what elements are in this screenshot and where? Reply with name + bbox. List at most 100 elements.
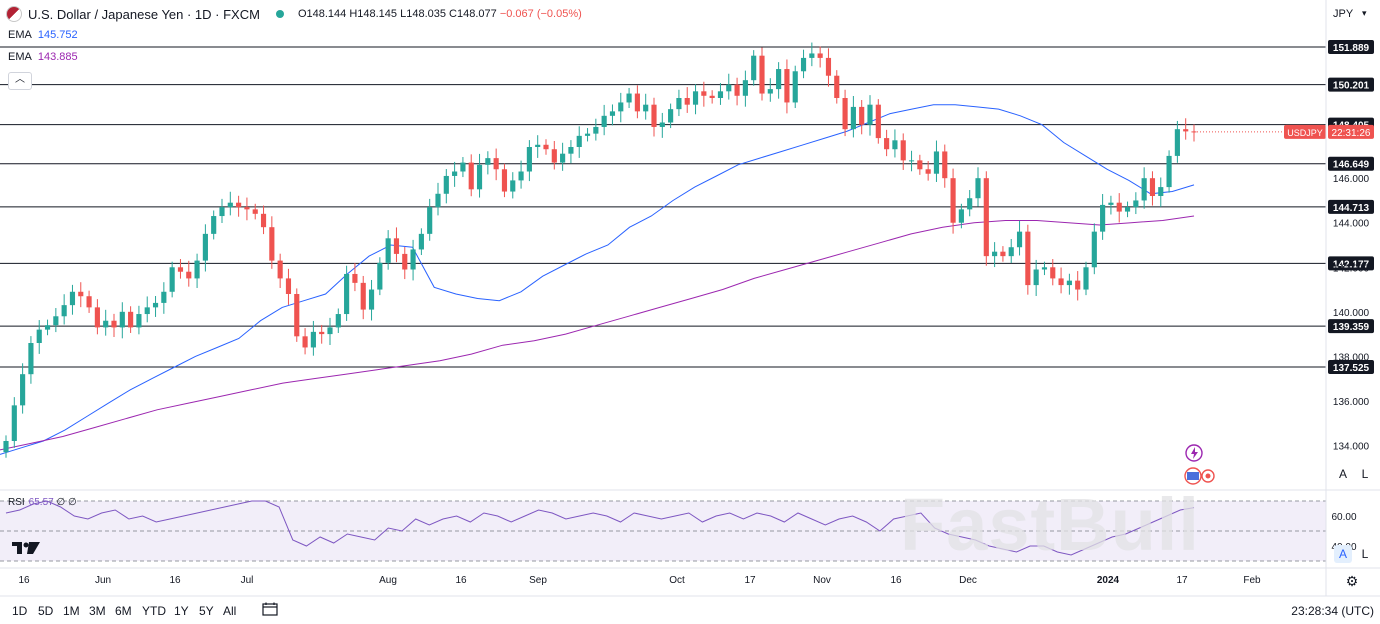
candle-body <box>460 162 466 172</box>
symbol-header[interactable]: U.S. Dollar / Japanese Yen · 1D · FXCM O… <box>6 6 582 22</box>
candle-body <box>958 209 964 223</box>
ema-slow-legend[interactable]: EMA 143.885 <box>8 51 78 63</box>
y-tick-label: 146.000 <box>1333 174 1370 185</box>
candle-body <box>692 91 699 105</box>
timeframe-3m[interactable]: 3M <box>89 604 106 618</box>
timeframe-ytd[interactable]: YTD <box>142 604 166 618</box>
candle-body <box>634 93 640 112</box>
candle-body <box>825 57 832 76</box>
candle-body <box>551 149 557 163</box>
chevron-down-icon[interactable]: ▾ <box>1362 8 1367 18</box>
candle-body <box>751 55 757 81</box>
y-tick-label: 134.000 <box>1333 441 1370 452</box>
candle-body <box>236 202 242 208</box>
candle-body <box>418 233 424 250</box>
candle-body <box>884 138 890 150</box>
timeframe-5y[interactable]: 5Y <box>199 604 214 618</box>
candle-body <box>36 329 42 343</box>
rsi-pane: 60.0040.00 <box>0 500 1357 562</box>
calendar-icon[interactable] <box>262 602 278 616</box>
candle-body <box>128 311 134 328</box>
rsi-log-scale-button[interactable]: L <box>1361 547 1369 561</box>
candle-body <box>152 302 159 308</box>
time-axis: 16 Jun 16 Jul Aug 16 Sep Oct 17 Nov 16 Dec 2024 17 Feb <box>18 575 1261 586</box>
candle-body <box>983 178 989 257</box>
candle-body <box>1124 207 1131 212</box>
level-label: 144.713 <box>1333 203 1370 214</box>
level-label: 150.201 <box>1333 81 1370 92</box>
candle-body <box>227 202 233 208</box>
rsi-auto-scale-button[interactable]: A <box>1334 545 1352 563</box>
ema-slow-line <box>0 215 1195 451</box>
candle-body <box>103 320 109 328</box>
candle-body <box>593 126 599 134</box>
candle-body <box>867 104 873 125</box>
log-scale-button[interactable]: L <box>1361 467 1369 481</box>
utc-clock[interactable]: 23:28:34 (UTC) <box>1291 604 1374 618</box>
candle-body <box>726 84 732 92</box>
candle-body <box>1091 231 1097 268</box>
y-tick-label: 136.000 <box>1333 397 1370 408</box>
timeframe-5d[interactable]: 5D <box>38 604 54 618</box>
candle-body <box>518 171 524 181</box>
candle-body <box>568 147 574 154</box>
candle-body <box>1066 280 1072 286</box>
candle-body <box>269 227 275 261</box>
rsi-extra: ∅ ∅ <box>56 497 77 508</box>
ema-fast-legend[interactable]: EMA 145.752 <box>8 29 78 41</box>
auto-scale-button[interactable]: A <box>1338 467 1347 481</box>
candle-body <box>942 151 948 179</box>
candle-body <box>676 98 682 110</box>
candle-body <box>385 238 391 263</box>
candle-body <box>784 69 790 103</box>
y-tick-label: 138.000 <box>1333 352 1370 363</box>
candle-body <box>211 216 217 234</box>
rsi-legend[interactable]: RSI 65.57 ∅ ∅ <box>8 497 77 508</box>
candle-body <box>111 320 117 328</box>
level-label-box <box>1328 77 1374 92</box>
candle-body <box>834 75 840 98</box>
candle-body <box>560 153 566 163</box>
ohlc-values: O148.144 H148.145 L148.035 C148.077 −0.0… <box>297 8 582 20</box>
timeframe-all[interactable]: All <box>223 604 237 618</box>
tradingview-logo-icon[interactable] <box>10 540 42 556</box>
high-value: 148.145 <box>357 8 398 20</box>
candle-body <box>576 135 582 147</box>
gear-icon[interactable]: ⚙ <box>1345 573 1359 589</box>
candle-body <box>651 104 657 127</box>
currency-selector[interactable]: JPY <box>1333 8 1354 20</box>
timeframe-1y[interactable]: 1Y <box>174 604 189 618</box>
level-label-box <box>1328 319 1374 334</box>
candle-body <box>1158 187 1164 196</box>
collapse-legend-button[interactable]: ︿ <box>8 72 32 90</box>
low-value: 148.035 <box>406 8 446 20</box>
timeframe-1d[interactable]: 1D <box>12 604 28 618</box>
x-tick-label: Feb <box>1243 575 1261 586</box>
candle-body <box>925 169 931 174</box>
chevron-up-icon: ︿ <box>15 74 25 85</box>
candle-body <box>908 160 915 162</box>
candle-body <box>1016 231 1023 248</box>
timeframe-1m[interactable]: 1M <box>63 604 80 618</box>
timeframe-6m[interactable]: 6M <box>115 604 132 618</box>
candle-body <box>277 260 283 279</box>
open-value: 148.144 <box>306 8 347 20</box>
level-label-box <box>1328 156 1374 171</box>
candle-body <box>352 273 358 283</box>
rsi-line <box>5 500 1195 556</box>
rsi-tick-label: 60.00 <box>1331 512 1356 523</box>
x-tick-label: 16 <box>169 575 181 586</box>
candle-body <box>618 102 624 112</box>
candle-body <box>493 158 499 170</box>
candle-body <box>11 405 17 441</box>
candle-body <box>53 316 59 326</box>
ema-slow-value: 143.885 <box>37 51 78 63</box>
candle-body <box>344 273 350 315</box>
candle-body <box>917 160 923 170</box>
x-tick-label: 16 <box>890 575 902 586</box>
level-label-box <box>1328 40 1374 55</box>
candle-body <box>1133 200 1139 208</box>
level-label-box <box>1328 256 1374 271</box>
candle-body <box>510 180 516 192</box>
